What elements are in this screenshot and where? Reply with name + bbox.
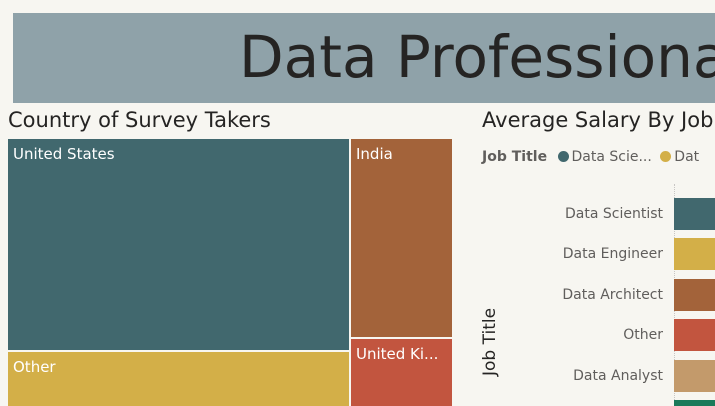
- category-label-data-analyst: Data Analyst: [573, 368, 663, 384]
- legend-dot-icon: [557, 151, 569, 162]
- bar-next-category[interactable]: [674, 400, 715, 406]
- legend-item-data-engineer[interactable]: Dat: [660, 148, 699, 166]
- bar-other[interactable]: [674, 319, 715, 351]
- category-label-data-architect: Data Architect: [562, 287, 663, 303]
- category-label-data-engineer: Data Engineer: [562, 246, 663, 262]
- category-label-data-scientist: Data Scientist: [565, 206, 663, 222]
- bar-data-architect[interactable]: [674, 279, 715, 311]
- treemap-tile-label: Other: [13, 358, 56, 376]
- treemap-tile-united-states[interactable]: United States: [8, 139, 349, 350]
- treemap-tile-label: United States: [13, 145, 115, 163]
- legend-item-label: Dat: [674, 149, 700, 165]
- treemap-title: Country of Survey Takers: [8, 108, 271, 132]
- legend-title: Job Title: [482, 149, 548, 165]
- title-banner: Data Professional Survey Breakdown: [13, 13, 715, 103]
- treemap-tile-label: India: [356, 145, 393, 163]
- chart-legend: Job Title Data Scie... Dat: [482, 148, 703, 166]
- bar-data-analyst[interactable]: [674, 360, 715, 392]
- category-label-other: Other: [623, 327, 663, 343]
- page-title: Data Professional Survey Breakdown: [239, 23, 715, 91]
- legend-item-label: Data Scie...: [571, 149, 652, 165]
- legend-dot-icon: [660, 151, 672, 162]
- treemap-tile-other[interactable]: Other: [8, 352, 349, 406]
- legend-item-data-scientist[interactable]: Data Scie...: [557, 148, 652, 166]
- y-axis-title: Job Title: [480, 307, 500, 376]
- bar-data-scientist[interactable]: [674, 198, 715, 230]
- treemap-tile-united-kingdom[interactable]: United Ki...: [351, 339, 452, 406]
- treemap-tile-label: United Ki...: [356, 345, 439, 363]
- bar-data-engineer[interactable]: [674, 238, 715, 270]
- treemap-tile-india[interactable]: India: [351, 139, 452, 337]
- salary-chart-title: Average Salary By Job Title: [482, 108, 715, 132]
